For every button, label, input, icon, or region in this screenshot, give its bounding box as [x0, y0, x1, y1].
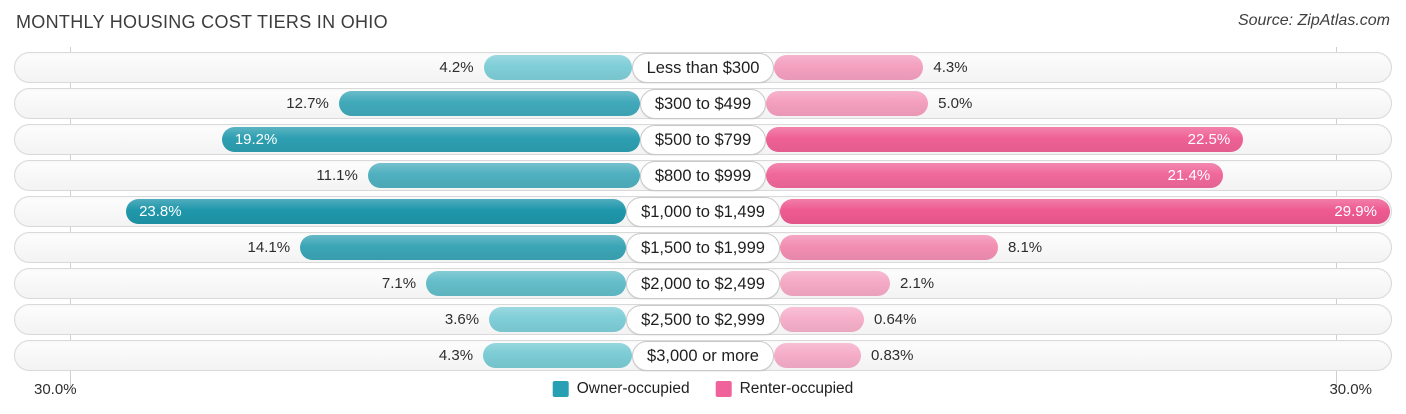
- renter-bar: 29.9%: [779, 199, 1390, 224]
- legend-label-renter: Renter-occupied: [739, 380, 854, 397]
- owner-bar: [300, 235, 627, 260]
- renter-value-label: 2.1%: [899, 275, 935, 292]
- category-pill: $1,000 to $1,499: [626, 196, 780, 227]
- chart-row: 14.1% $1,500 to $1,999 8.1%: [14, 232, 1392, 263]
- legend-entry-renter: Renter-occupied: [715, 380, 854, 398]
- owner-value-label: 4.3%: [438, 347, 474, 364]
- owner-bar: [367, 163, 640, 188]
- chart-rows: 4.2% Less than $300 4.3% 12.7% $300 to $499 5…: [0, 52, 1406, 371]
- category-pill: $500 to $799: [639, 124, 767, 155]
- source-attribution: Source: ZipAtlas.com: [1237, 12, 1390, 29]
- owner-bar: [338, 91, 640, 116]
- renter-value-label: 8.1%: [1007, 239, 1043, 256]
- owner-bar: 19.2%: [221, 127, 640, 152]
- renter-value-label: 21.4%: [1167, 167, 1211, 184]
- owner-half: 23.8%: [14, 199, 627, 224]
- row-content: 4.2% Less than $300 4.3%: [14, 52, 1392, 83]
- renter-half: 8.1%: [779, 235, 1392, 260]
- renter-half: 0.83%: [773, 343, 1392, 368]
- owner-half: 19.2%: [14, 127, 640, 152]
- chart-row: 11.1% $800 to $999 21.4%: [14, 160, 1392, 191]
- category-pill: $800 to $999: [639, 160, 767, 191]
- chart-row: 4.2% Less than $300 4.3%: [14, 52, 1392, 83]
- owner-bar: [483, 55, 632, 80]
- chart-row: 12.7% $300 to $499 5.0%: [14, 88, 1392, 119]
- renter-value-label: 0.83%: [870, 347, 914, 364]
- renter-bar: [779, 271, 890, 296]
- legend-entry-owner: Owner-occupied: [552, 380, 690, 398]
- chart-row: 4.3% $3,000 or more 0.83%: [14, 340, 1392, 371]
- category-pill: $2,000 to $2,499: [626, 268, 780, 299]
- legend-label-owner: Owner-occupied: [576, 380, 690, 397]
- owner-half: 12.7%: [14, 91, 640, 116]
- owner-value-label: 19.2%: [234, 131, 278, 148]
- owner-value-label: 23.8%: [139, 203, 182, 220]
- row-content: 12.7% $300 to $499 5.0%: [14, 88, 1392, 119]
- renter-half: 5.0%: [766, 91, 1392, 116]
- owner-bar: [489, 307, 627, 332]
- renter-bar: [774, 55, 924, 80]
- renter-value-label: 22.5%: [1187, 131, 1231, 148]
- renter-half: 2.1%: [779, 271, 1392, 296]
- chart-row: 23.8% $1,000 to $1,499 29.9%: [14, 196, 1392, 227]
- axis-label-right: 30.0%: [1329, 380, 1372, 398]
- renter-value-label: 5.0%: [938, 95, 973, 112]
- owner-half: 4.2%: [14, 55, 632, 80]
- renter-half: 22.5%: [766, 127, 1392, 152]
- owner-half: 3.6%: [14, 307, 627, 332]
- row-content: 23.8% $1,000 to $1,499 29.9%: [14, 196, 1392, 227]
- owner-value-label: 3.6%: [444, 311, 480, 328]
- owner-half: 11.1%: [14, 163, 640, 188]
- row-content: 19.2% $500 to $799 22.5%: [14, 124, 1392, 155]
- axis-label-left: 30.0%: [34, 380, 77, 398]
- chart-row: 3.6% $2,500 to $2,999 0.64%: [14, 304, 1392, 335]
- owner-value-label: 11.1%: [316, 167, 358, 184]
- page-title: MONTHLY HOUSING COST TIERS IN OHIO: [16, 12, 388, 32]
- renter-bar: 22.5%: [766, 127, 1244, 152]
- owner-swatch-icon: [552, 381, 569, 397]
- owner-value-label: 7.1%: [381, 275, 417, 292]
- row-content: 7.1% $2,000 to $2,499 2.1%: [14, 268, 1392, 299]
- renter-half: 4.3%: [774, 55, 1392, 80]
- category-pill: Less than $300: [631, 52, 775, 83]
- row-content: 4.3% $3,000 or more 0.83%: [14, 340, 1392, 371]
- category-pill: $1,500 to $1,999: [626, 232, 780, 263]
- renter-value-label: 29.9%: [1334, 203, 1377, 220]
- row-content: 3.6% $2,500 to $2,999 0.64%: [14, 304, 1392, 335]
- housing-cost-chart: 4.2% Less than $300 4.3% 12.7% $300 to $499 5…: [0, 47, 1406, 388]
- chart-footer: 30.0% Owner-occupied Renter-occupied 30.…: [0, 374, 1406, 404]
- owner-half: 7.1%: [14, 271, 627, 296]
- renter-swatch-icon: [715, 381, 732, 397]
- owner-half: 4.3%: [14, 343, 633, 368]
- category-pill: $2,500 to $2,999: [626, 304, 780, 335]
- chart-row: 7.1% $2,000 to $2,499 2.1%: [14, 268, 1392, 299]
- renter-half: 21.4%: [766, 163, 1392, 188]
- owner-half: 14.1%: [14, 235, 627, 260]
- renter-bar: [779, 235, 998, 260]
- owner-bar: [426, 271, 627, 296]
- owner-bar: 23.8%: [126, 199, 627, 224]
- renter-bar: [766, 91, 929, 116]
- owner-bar: [483, 343, 633, 368]
- renter-half: 29.9%: [779, 199, 1392, 224]
- renter-value-label: 4.3%: [933, 59, 968, 76]
- renter-value-label: 0.64%: [873, 311, 917, 328]
- owner-value-label: 12.7%: [286, 95, 329, 112]
- chart-header: MONTHLY HOUSING COST TIERS IN OHIO Sourc…: [0, 0, 1406, 48]
- category-pill: $300 to $499: [639, 88, 767, 119]
- renter-half: 0.64%: [779, 307, 1392, 332]
- row-content: 11.1% $800 to $999 21.4%: [14, 160, 1392, 191]
- chart-row: 19.2% $500 to $799 22.5%: [14, 124, 1392, 155]
- renter-bar: [779, 307, 864, 332]
- row-content: 14.1% $1,500 to $1,999 8.1%: [14, 232, 1392, 263]
- owner-value-label: 14.1%: [247, 239, 291, 256]
- renter-bar: [773, 343, 861, 368]
- renter-bar: 21.4%: [766, 163, 1224, 188]
- category-pill: $3,000 or more: [632, 340, 774, 371]
- owner-value-label: 4.2%: [439, 59, 474, 76]
- legend: Owner-occupied Renter-occupied: [552, 380, 854, 398]
